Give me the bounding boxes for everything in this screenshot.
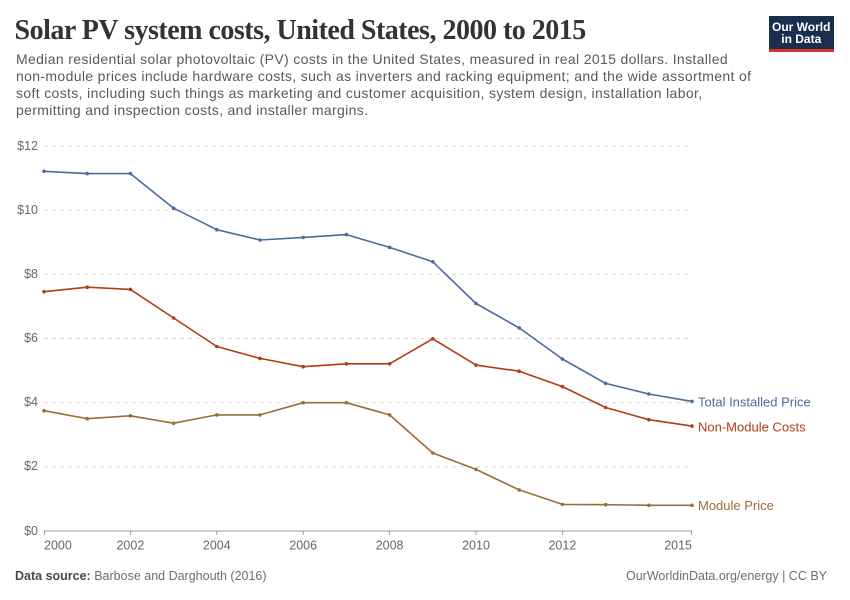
svg-text:2000: 2000 <box>44 538 72 552</box>
svg-text:2012: 2012 <box>548 538 576 552</box>
svg-text:2002: 2002 <box>116 538 144 552</box>
svg-text:Non-Module Costs: Non-Module Costs <box>698 420 806 435</box>
svg-text:2004: 2004 <box>203 538 231 552</box>
svg-text:$8: $8 <box>24 267 38 281</box>
svg-text:$4: $4 <box>24 395 38 409</box>
svg-text:Total Installed Price: Total Installed Price <box>698 395 811 410</box>
svg-text:$6: $6 <box>24 331 38 345</box>
svg-text:Module Price: Module Price <box>698 498 774 513</box>
svg-text:2006: 2006 <box>289 538 317 552</box>
svg-text:$10: $10 <box>17 203 38 217</box>
svg-text:2008: 2008 <box>376 538 404 552</box>
svg-text:$2: $2 <box>24 459 38 473</box>
svg-text:$12: $12 <box>17 139 38 153</box>
svg-text:2010: 2010 <box>462 538 490 552</box>
svg-text:2015: 2015 <box>664 538 692 552</box>
svg-text:$0: $0 <box>24 524 38 538</box>
